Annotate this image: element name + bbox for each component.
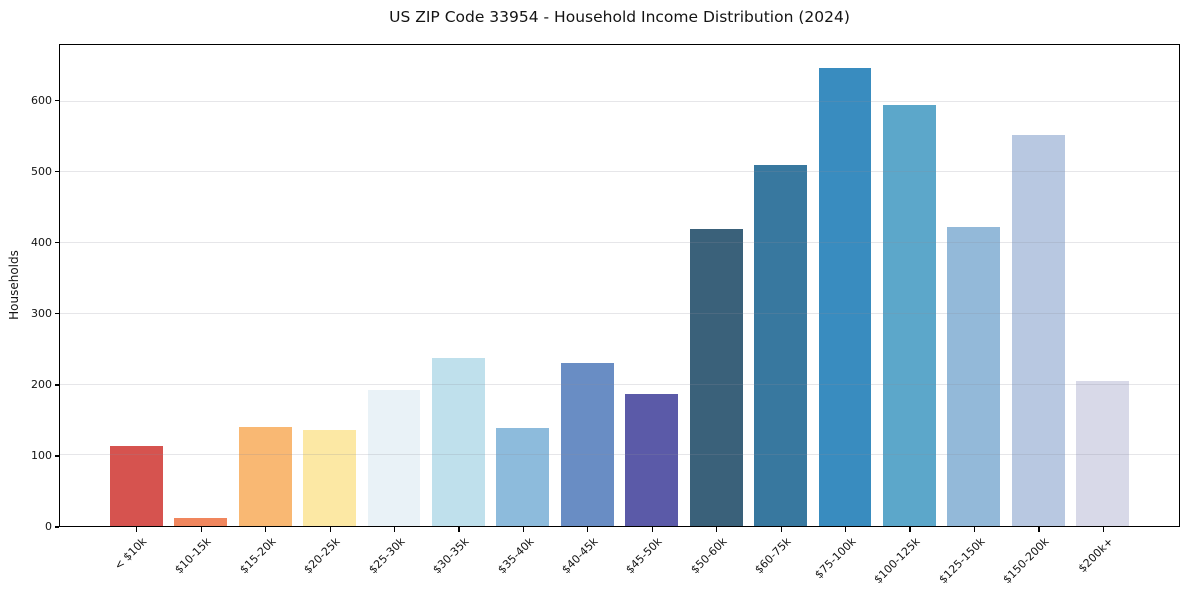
x-tick-mark bbox=[522, 527, 525, 532]
x-tick-mark bbox=[845, 527, 847, 532]
y-tick-label: 600 bbox=[31, 93, 52, 107]
bar bbox=[496, 428, 550, 526]
x-tick-mark bbox=[780, 527, 782, 532]
y-tick-mark bbox=[54, 455, 59, 457]
bar-group: $60-75k bbox=[748, 45, 812, 576]
y-tick-mark bbox=[54, 171, 59, 173]
y-tick-mark bbox=[54, 526, 59, 528]
bar-group: $30-35k bbox=[426, 45, 490, 576]
x-tick-mark bbox=[329, 527, 331, 532]
y-tick-label: 400 bbox=[31, 235, 52, 249]
bar-group: $20-25k bbox=[297, 45, 361, 576]
x-tick-label: < $10k bbox=[111, 535, 150, 573]
plot-area: < $10k $10-15k $15-20k $20-25k $25-30k $30-35… bbox=[59, 44, 1180, 586]
x-tick-label: $40-45k bbox=[559, 535, 601, 577]
y-tick-mark bbox=[54, 100, 59, 102]
bar bbox=[238, 426, 292, 526]
x-tick-mark bbox=[651, 527, 653, 532]
x-tick-mark bbox=[973, 527, 976, 532]
x-tick-label: $50-60k bbox=[688, 535, 730, 577]
bar bbox=[431, 358, 485, 526]
y-tick-label: 200 bbox=[31, 377, 52, 391]
bar-group: $150-200k bbox=[1000, 45, 1070, 586]
x-tick-mark bbox=[587, 527, 589, 532]
bar-group: $35-40k bbox=[491, 45, 555, 576]
bar-group: < $10k bbox=[104, 45, 168, 573]
x-tick-label: $60-75k bbox=[752, 535, 794, 577]
bar-group: $40-45k bbox=[555, 45, 619, 576]
x-tick-mark bbox=[265, 527, 267, 532]
x-tick-label: $75-100k bbox=[812, 535, 859, 582]
bar-group: $45-50k bbox=[620, 45, 684, 576]
bar bbox=[625, 394, 679, 526]
bar bbox=[1076, 381, 1130, 526]
x-tick-label: $20-25k bbox=[301, 535, 343, 577]
y-tick-label: 0 bbox=[45, 520, 52, 533]
y-tick-mark bbox=[54, 242, 59, 244]
x-tick-mark bbox=[1102, 527, 1104, 532]
bar bbox=[174, 517, 228, 526]
bar-group: $10-15k bbox=[168, 45, 232, 576]
y-tick-mark bbox=[54, 313, 59, 315]
bar-group: $50-60k bbox=[684, 45, 748, 576]
bar bbox=[1011, 134, 1065, 526]
chart-title: US ZIP Code 33954 - Household Income Dis… bbox=[389, 8, 850, 26]
x-tick-label: $125-150k bbox=[935, 535, 988, 587]
bar bbox=[367, 390, 421, 526]
bar-group: $15-20k bbox=[233, 45, 297, 576]
y-tick-label: 100 bbox=[31, 448, 52, 462]
x-tick-mark bbox=[909, 527, 911, 532]
x-tick-mark bbox=[716, 527, 718, 532]
x-tick-label: $45-50k bbox=[623, 535, 665, 577]
bar bbox=[883, 105, 936, 526]
bar bbox=[303, 429, 356, 526]
x-tick-mark bbox=[458, 527, 460, 532]
x-tick-mark bbox=[136, 527, 138, 532]
bar-group: $125-150k bbox=[936, 45, 1006, 586]
x-tick-label: $200k+ bbox=[1075, 535, 1116, 576]
x-tick-label: $35-40k bbox=[494, 535, 537, 577]
bars-layer: < $10k $10-15k $15-20k $20-25k $25-30k $30-35… bbox=[60, 45, 1179, 586]
x-tick-label: $10-15k bbox=[172, 535, 214, 577]
bar bbox=[689, 228, 743, 526]
bar-group: $100-125k bbox=[872, 45, 941, 586]
x-tick-label: $15-20k bbox=[237, 535, 279, 577]
bar bbox=[560, 362, 614, 526]
x-tick-mark bbox=[200, 527, 202, 532]
x-tick-mark bbox=[393, 527, 396, 532]
bar bbox=[947, 226, 1001, 526]
bar bbox=[754, 165, 807, 526]
y-tick-mark bbox=[54, 384, 59, 386]
x-tick-label: $30-35k bbox=[430, 535, 472, 577]
bar-group: $75-100k bbox=[812, 45, 877, 581]
bar bbox=[818, 67, 872, 526]
x-tick-label: $150-200k bbox=[1000, 535, 1052, 587]
x-tick-label: $25-30k bbox=[365, 535, 408, 577]
bar bbox=[109, 446, 163, 526]
bar-group: $200k+ bbox=[1071, 45, 1135, 575]
x-tick-label: $100-125k bbox=[871, 535, 923, 587]
y-tick-label: 300 bbox=[31, 306, 52, 320]
bar-group: $25-30k bbox=[362, 45, 426, 576]
x-tick-mark bbox=[1038, 527, 1040, 532]
y-tick-label: 500 bbox=[31, 164, 52, 178]
